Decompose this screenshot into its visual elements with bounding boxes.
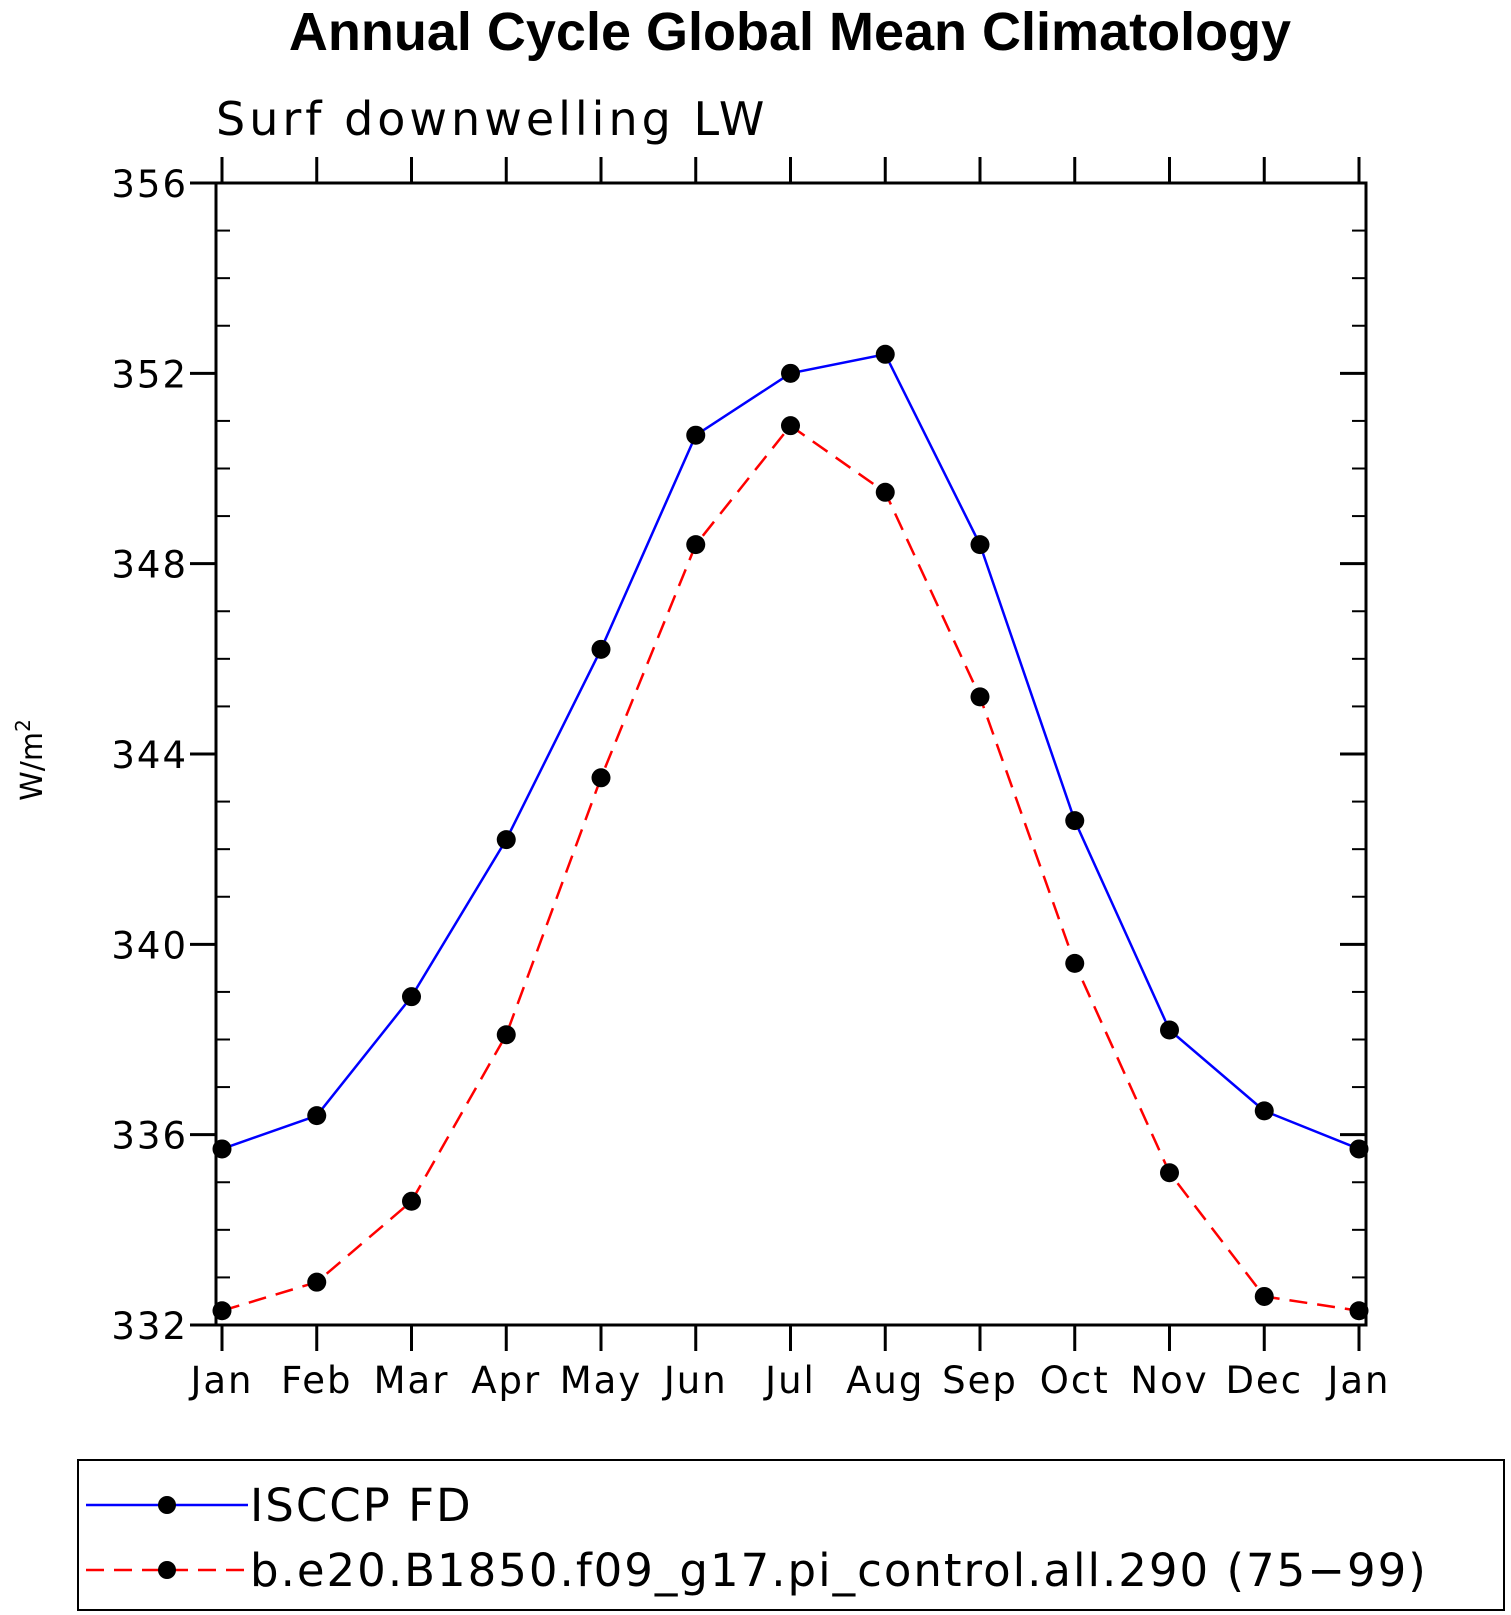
- data-point-series-0: [1349, 1139, 1369, 1159]
- y-tick-label: 356: [111, 163, 188, 206]
- data-point-series-1: [1254, 1286, 1274, 1306]
- data-point-series-0: [496, 830, 516, 850]
- x-tick-label: Apr: [471, 1359, 541, 1402]
- data-point-series-1: [1349, 1301, 1369, 1321]
- data-point-series-1: [402, 1191, 421, 1211]
- data-point-series-1: [307, 1272, 327, 1292]
- x-tick-label: Mar: [374, 1359, 450, 1402]
- data-point-series-0: [875, 344, 895, 364]
- data-point-series-0: [212, 1139, 232, 1159]
- data-point-series-0: [591, 639, 611, 659]
- data-point-series-0: [1065, 811, 1085, 831]
- data-point-series-0: [307, 1106, 327, 1126]
- x-axis-tick-labels: Jan Feb Mar Apr May Jun Jul Aug Sep Oct Nov Dec Jan: [188, 1359, 1390, 1402]
- data-point-series-1: [1160, 1163, 1179, 1183]
- y-axis-tick-labels: 332 336 340 344 348 352 356: [111, 163, 188, 1348]
- data-point-series-0: [686, 425, 706, 445]
- legend-label-isccp: ISCCP FD: [250, 1479, 473, 1532]
- x-tick-label: Jun: [662, 1359, 728, 1402]
- chart-title: Annual Cycle Global Mean Climatology: [289, 2, 1291, 62]
- legend-label-model: b.e20.B1850.f09_g17.pi_control.all.290 (…: [250, 1544, 1428, 1597]
- x-tick-label: May: [560, 1359, 643, 1402]
- data-point-series-1: [212, 1301, 232, 1321]
- data-point-series-0: [402, 987, 421, 1007]
- data-point-series-0: [781, 363, 800, 383]
- y-axis-label-superscript: 2: [11, 719, 35, 732]
- y-tick-label: 352: [111, 353, 188, 396]
- series-line-1: [221, 423, 1360, 1312]
- legend-marker-isccp: [158, 1496, 176, 1514]
- data-point-series-0: [970, 535, 990, 555]
- data-point-series-0: [1160, 1020, 1179, 1040]
- legend-marker-model: [158, 1561, 176, 1579]
- y-tick-label: 340: [111, 924, 188, 967]
- y-tick-label: 332: [111, 1305, 188, 1348]
- axis-ticks: [190, 157, 1366, 1351]
- data-point-series-0: [1254, 1101, 1274, 1121]
- series-line-0: [221, 352, 1360, 1151]
- legend-box: [77, 1459, 1505, 1611]
- data-point-series-1: [496, 1025, 516, 1045]
- x-tick-label: Nov: [1130, 1359, 1208, 1402]
- y-tick-label: 348: [111, 544, 188, 587]
- series-layer: [212, 344, 1369, 1321]
- data-point-series-1: [875, 482, 895, 502]
- data-point-series-1: [781, 416, 800, 436]
- y-tick-label: 336: [111, 1115, 188, 1158]
- data-point-series-1: [686, 535, 706, 555]
- data-point-series-1: [1065, 953, 1085, 973]
- chart-subtitle: Surf downwelling LW: [216, 92, 768, 146]
- x-tick-label: Jul: [763, 1359, 816, 1402]
- x-tick-label: Feb: [281, 1359, 353, 1402]
- x-tick-label: Aug: [846, 1359, 924, 1402]
- legend: ISCCP FD b.e20.B1850.f09_g17.pi_control.…: [77, 1459, 1505, 1611]
- x-tick-label: Dec: [1225, 1359, 1303, 1402]
- x-tick-label: Oct: [1040, 1359, 1110, 1402]
- y-tick-label: 344: [111, 734, 188, 777]
- x-tick-label: Sep: [942, 1359, 1018, 1402]
- y-axis-label: W/m2: [11, 719, 50, 801]
- x-tick-label: Jan: [1325, 1359, 1390, 1402]
- data-point-series-1: [591, 768, 611, 788]
- data-point-series-1: [970, 687, 990, 707]
- y-axis-label-text: W/m: [15, 732, 50, 801]
- x-tick-label: Jan: [188, 1359, 253, 1402]
- plot-frame: [214, 181, 1368, 1327]
